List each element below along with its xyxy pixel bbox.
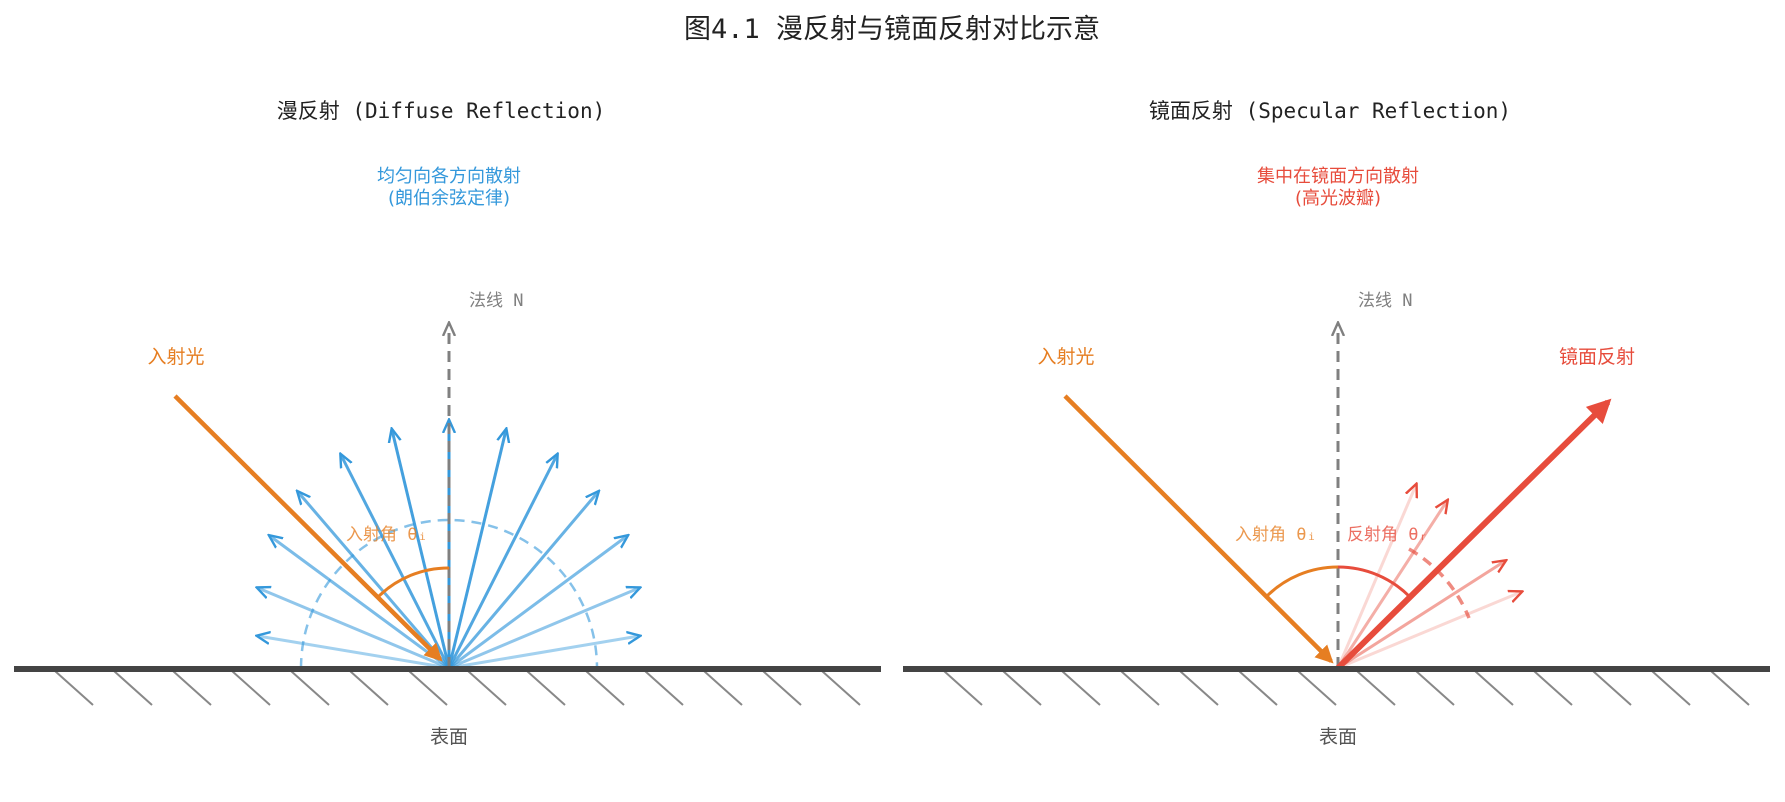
specular-lobe-ray [1337,561,1505,670]
specular-lobe-ray [1337,592,1521,670]
specular-normal-label: 法线 N [1358,291,1412,311]
diffuse-note-line1: 均匀向各方向散射 [377,166,521,187]
diffuse-panel: 漫反射 (Diffuse Reflection) 均匀向各方向散射 (朗伯余弦定… [14,99,881,748]
specular-incident-label: 入射光 [1037,346,1094,368]
specular-subtitle: 镜面反射 (Specular Reflection) [1149,99,1511,123]
diffuse-incidence-angle-arc [376,566,450,599]
diffuse-subtitle: 漫反射 (Diffuse Reflection) [277,99,606,123]
specular-reflection-angle-arc [1337,565,1412,599]
specular-angle-in-label: 入射角 θᵢ [1235,525,1317,545]
specular-panel: 镜面反射 (Specular Reflection) 集中在镜面方向散射 (高光… [903,99,1770,748]
specular-surface-label: 表面 [1319,726,1357,748]
specular-incident-ray [1063,394,1334,664]
diffuse-ray [448,636,639,670]
diffuse-ray [270,536,450,670]
diffuse-ray [447,430,506,669]
diffuse-angle-label: 入射角 θᵢ [346,525,428,545]
specular-lobe-ray [1336,485,1416,669]
diffuse-surface-label: 表面 [430,726,468,748]
diffuse-incident-ray [173,394,443,662]
diffuse-ray [298,492,451,669]
diffuse-ray [392,430,451,669]
diffuse-ray [258,588,450,670]
diffuse-ray [448,536,627,670]
specular-lobe-arc [1408,547,1471,619]
specular-note-line2: (高光波瓣) [1295,188,1381,209]
diffuse-incident-label: 入射光 [147,346,204,368]
specular-note-line1: 集中在镜面方向散射 [1257,166,1419,187]
diffuse-note-line2: (朗伯余弦定律) [388,188,510,209]
diffuse-surface-hatching [54,670,861,706]
diffuse-ray [448,588,639,670]
specular-reflect-label: 镜面反射 [1559,346,1635,368]
specular-incidence-angle-arc [1264,565,1339,599]
specular-reflected-ray [1335,398,1612,671]
figure-title: 图4.1 漫反射与镜面反射对比示意 [684,14,1100,45]
diffuse-ray [447,492,598,669]
diffuse-normal-label: 法线 N [469,291,523,311]
diffuse-ray [341,455,451,669]
diffuse-scatter-rays [258,421,639,670]
diffuse-ray [258,636,450,670]
specular-surface-hatching [943,670,1750,706]
specular-angle-out-label: 反射角 θᵣ [1347,525,1429,545]
diffuse-lambert-arc [299,518,599,669]
diffuse-ray [447,455,557,669]
